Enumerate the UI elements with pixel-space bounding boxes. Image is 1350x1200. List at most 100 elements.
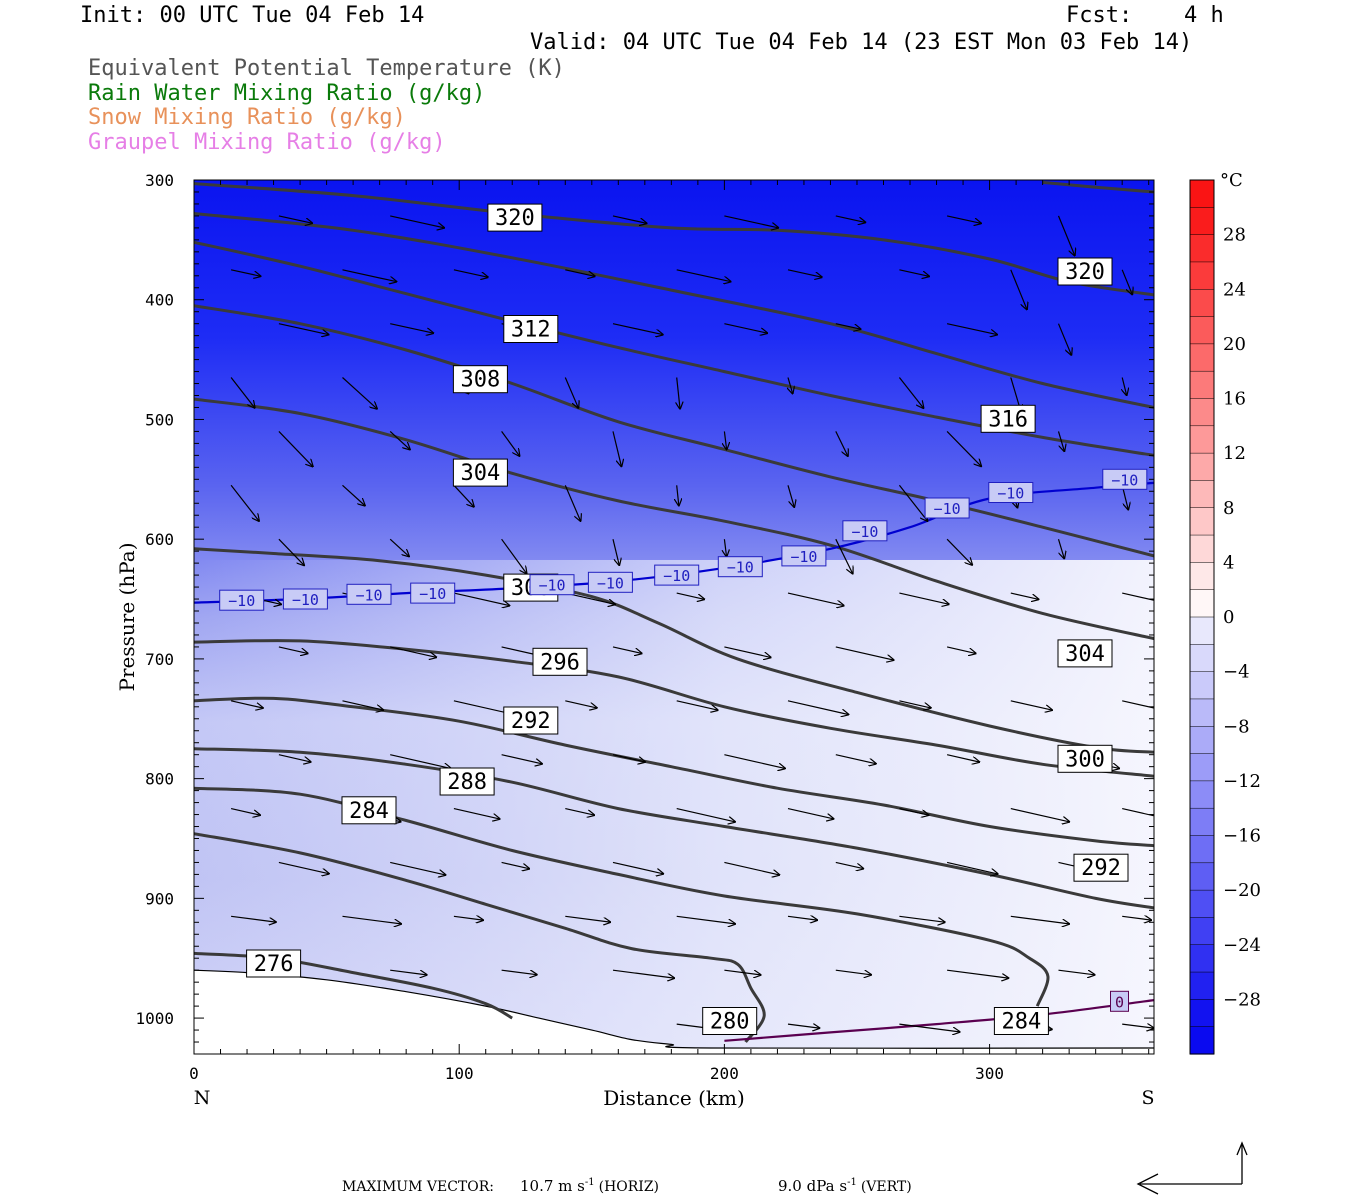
colorbar-swatch: [1190, 726, 1214, 755]
legend-theta-e: Equivalent Potential Temperature (K): [88, 56, 565, 81]
wind-vector: [390, 969, 427, 975]
x-tick-label: 300: [975, 1064, 1004, 1083]
isotherm-0: [724, 999, 1154, 1042]
wind-vector: [1057, 431, 1065, 451]
legend-graupel: Graupel Mixing Ratio (g/kg): [88, 130, 446, 155]
wind-vector: [278, 538, 304, 565]
colorbar-swatch: [1190, 617, 1214, 645]
x-tick-label: 100: [445, 1064, 474, 1083]
theta-e-contour-280: [194, 832, 766, 1043]
wind-vector: [835, 431, 848, 456]
wind-vector: [565, 808, 594, 816]
isotherm-label: −10: [654, 564, 700, 586]
colorbar-tick-label: 8: [1223, 498, 1234, 519]
colorbar-tick-label: 4: [1223, 552, 1234, 573]
svg-text:292: 292: [511, 709, 551, 734]
wind-vector: [724, 215, 778, 228]
colorbar-swatch: [1190, 207, 1214, 236]
colorbar-swatch: [1190, 890, 1214, 919]
wind-vector: [230, 269, 260, 276]
wind-vector: [676, 269, 731, 282]
wind-vector: [724, 323, 767, 333]
wind-vector: [946, 430, 981, 466]
colorbar-frame: [1189, 179, 1215, 1055]
theta-e-contour-308: [194, 304, 1154, 558]
svg-text:312: 312: [511, 318, 551, 343]
legend-rain: Rain Water Mixing Ratio (g/kg): [88, 81, 486, 106]
wind-vector: [946, 754, 979, 762]
colorbar-tick-label: 16: [1223, 389, 1246, 410]
wind-vector: [899, 915, 944, 922]
warm-region-shading: [194, 560, 1154, 1054]
wind-vector: [898, 484, 927, 521]
wind-vector: [724, 539, 726, 556]
wind-vector: [612, 754, 645, 762]
wind-vector: [390, 646, 436, 657]
colorbar-swatch: [1190, 753, 1214, 782]
wind-vector: [787, 485, 794, 507]
wind-vector: [835, 861, 863, 868]
wind-vector: [612, 215, 647, 223]
wind-vector: [278, 430, 313, 466]
wind-vector: [1122, 377, 1126, 396]
colorbar-tick-label: −24: [1223, 935, 1261, 956]
svg-text:304: 304: [461, 461, 501, 486]
isotherm-label: −10: [410, 582, 456, 604]
svg-text:292: 292: [1081, 856, 1121, 881]
wind-vector: [676, 700, 718, 710]
wind-vector: [946, 215, 981, 223]
forecast-hours: 4 h: [1184, 3, 1224, 28]
wind-vector: [787, 700, 848, 715]
theta-e-label: 280: [702, 1007, 758, 1035]
wind-vector: [724, 646, 770, 658]
colorbar-tick-label: 12: [1223, 443, 1246, 464]
theta-e-contour-324: [1042, 180, 1154, 194]
forecast-label: Fcst:: [1066, 3, 1133, 28]
wind-vector: [230, 484, 259, 521]
theta-e-label: 284: [341, 796, 397, 825]
wind-vector: [835, 215, 866, 223]
theta-e-label: 308: [452, 365, 508, 394]
wind-vector: [787, 592, 844, 606]
isotherm-label: −10: [1102, 468, 1148, 490]
isotherm-label: −10: [717, 556, 763, 578]
wind-vector: [564, 485, 580, 521]
wind-vector: [565, 915, 610, 922]
x-axis-label: Distance (km): [603, 1086, 745, 1110]
isotherm-label: −10: [346, 583, 392, 605]
y-tick-label: 300: [145, 171, 174, 190]
wind-vector: [1122, 700, 1154, 709]
wind-vector: [946, 323, 997, 335]
max-horiz-vector: 10.7 m s-1 (HORIZ): [520, 1177, 659, 1195]
wind-vector: [835, 646, 894, 660]
colorbar-swatch: [1190, 944, 1214, 973]
colorbar-swatch: [1190, 671, 1214, 700]
colorbar-swatch: [1190, 589, 1214, 618]
max-vector-label: MAXIMUM VECTOR:: [342, 1179, 494, 1195]
wind-vector: [389, 538, 409, 556]
wind-vector: [1122, 916, 1151, 920]
svg-text:−10: −10: [790, 548, 817, 566]
wind-vector: [342, 484, 365, 505]
reference-vector-horizontal-head: [1136, 1173, 1159, 1195]
wind-vector: [565, 269, 594, 277]
wind-vector: [453, 916, 483, 920]
wind-vector: [899, 269, 929, 277]
svg-text:304: 304: [1065, 642, 1105, 667]
wind-vector: [677, 377, 680, 409]
valid-time: Valid: 04 UTC Tue 04 Feb 14 (23 EST Mon …: [530, 30, 1193, 55]
theta-e-contour-288: [194, 747, 1154, 910]
isotherm-label: 0: [1110, 990, 1129, 1012]
wind-vector: [946, 861, 998, 874]
theta-e-label: 320: [1057, 257, 1113, 286]
theta-e-label: 292: [1073, 853, 1129, 882]
max-vert-vector: 9.0 dPa s-1 (VERT): [778, 1177, 912, 1195]
wind-vector: [230, 808, 260, 816]
svg-text:−10: −10: [597, 574, 624, 592]
colorbar-tick-label: 24: [1223, 279, 1246, 300]
svg-text:316: 316: [988, 407, 1028, 432]
wind-vector: [612, 539, 619, 565]
y-axis-label: Pressure (hPa): [115, 543, 139, 692]
wind-vector: [278, 215, 312, 223]
footer: MAXIMUM VECTOR: 10.7 m s-1 (HORIZ) 9.0 dP…: [342, 1141, 1248, 1195]
